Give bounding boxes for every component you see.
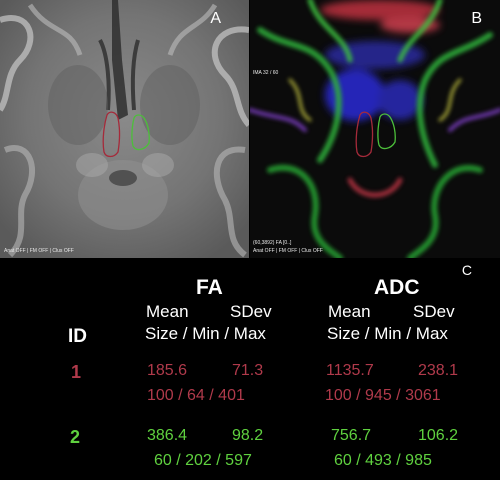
- adc-mean-label: Mean: [328, 302, 371, 321]
- row-2-fa-sdev: 98.2: [232, 427, 264, 444]
- panel-b-ima-text: IMA 32 / 60: [253, 70, 279, 76]
- adc-sdev-label: SDev: [413, 302, 455, 321]
- row-2-adc-sdev: 106.2: [418, 427, 459, 444]
- fa-color-map-image: [250, 0, 500, 258]
- roi-1-outline-b: [355, 111, 374, 158]
- panel-a-overlay-text: Anat OFF | FM OFF | Clus OFF: [4, 248, 74, 254]
- panel-b-overlay-text: Anat OFF | FM OFF | Clus OFF: [253, 248, 323, 254]
- row-1-adc-sdev: 238.1: [418, 362, 459, 379]
- panel-b-letter: B: [471, 10, 482, 27]
- row-2-adc-mean: 756.7: [331, 427, 372, 444]
- row-2-fa-size-min-max: 60 / 202 / 597: [154, 452, 252, 469]
- id-header: ID: [68, 326, 87, 347]
- row-1-fa-mean: 185.6: [147, 362, 188, 379]
- adc-header: ADC: [374, 276, 420, 299]
- adc-size-min-max-label: Size / Min / Max: [327, 324, 448, 343]
- row-1-id: 1: [71, 362, 82, 382]
- roi-2-outline: [131, 114, 150, 151]
- fa-mean-label: Mean: [146, 302, 189, 321]
- row-2-fa-mean: 386.4: [147, 427, 188, 444]
- row-2-id: 2: [70, 427, 81, 447]
- row-1-fa-size-min-max: 100 / 64 / 401: [147, 387, 245, 404]
- fa-header: FA: [196, 276, 223, 299]
- roi-statistics-table: C FA Mean SDev Size / Min / Max ADC Mean…: [0, 258, 500, 480]
- panel-b-fa-color-map: B IMA 32 / 60 (60,3892) FA [0..] Anat OF…: [250, 0, 500, 258]
- panel-c-letter: C: [461, 262, 472, 278]
- roi-1-outline: [102, 111, 121, 158]
- row-1-adc-mean: 1135.7: [326, 362, 374, 379]
- fa-size-min-max-label: Size / Min / Max: [145, 324, 266, 343]
- row-1-fa-sdev: 71.3: [232, 362, 264, 379]
- panel-a-letter: A: [210, 10, 221, 27]
- mri-anatomical-image: [0, 0, 249, 258]
- row-2-adc-size-min-max: 60 / 493 / 985: [334, 452, 432, 469]
- row-1-adc-size-min-max: 100 / 945 / 3061: [325, 387, 441, 404]
- fa-sdev-label: SDev: [230, 302, 272, 321]
- roi-2-outline-b: [377, 113, 396, 150]
- panel-b-info-text: (60,3892) FA [0..]: [253, 240, 292, 246]
- panel-a-anatomical-image: A Anat OFF | FM OFF | Clus OFF: [0, 0, 249, 258]
